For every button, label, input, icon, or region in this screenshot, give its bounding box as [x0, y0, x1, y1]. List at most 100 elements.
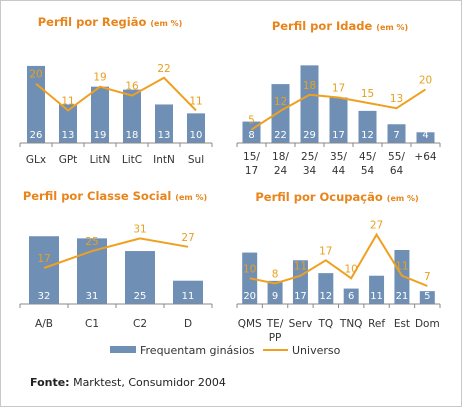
- bar: [125, 251, 155, 304]
- x-tick-label: 25/34: [301, 151, 318, 177]
- bar-label: 17: [332, 130, 345, 141]
- line-label: 10: [345, 263, 358, 275]
- line-label: 18: [303, 80, 316, 92]
- line-label: 16: [125, 81, 139, 93]
- bar: [267, 280, 283, 304]
- legend-label-bar: Frequentam ginásios: [140, 344, 255, 357]
- bar-label: 12: [361, 130, 374, 141]
- bar-label: 21: [396, 291, 409, 302]
- line-label: 15: [361, 88, 374, 100]
- legend: Frequentam ginásios Universo: [110, 344, 341, 357]
- line-label: 20: [419, 74, 432, 86]
- bar-label: 10: [190, 130, 203, 141]
- bar-label: 22: [274, 130, 287, 141]
- line-label: 11: [189, 95, 202, 107]
- line-label: 20: [29, 69, 42, 81]
- chart-title: Perfil por Classe Social (em %): [23, 189, 207, 203]
- line-label: 11: [294, 261, 307, 273]
- line-label: 5: [248, 115, 255, 127]
- x-tick-label: 45/54: [359, 151, 376, 177]
- x-tick-label: Sul: [188, 154, 204, 166]
- line-label: 17: [319, 245, 332, 257]
- chart-panel-2: Perfil por Idade (em %) 8 22 29 17 12 7 4 5 12 18 1…: [236, 19, 441, 177]
- bar: [416, 132, 435, 143]
- bar: [187, 113, 205, 143]
- line-label: 11: [61, 95, 74, 107]
- bar-label: 32: [38, 291, 51, 302]
- chart-panel-4: Perfil por Ocupação (em %) 20 9 17 12 6 11 21 5 1…: [236, 190, 441, 344]
- x-tick-label: C2: [133, 318, 147, 330]
- line-label: 22: [157, 63, 170, 75]
- x-tick-label: D: [184, 318, 192, 330]
- bar: [358, 110, 377, 143]
- line-label: 11: [395, 261, 408, 273]
- bar: [123, 89, 141, 143]
- line-label: 10: [243, 263, 256, 275]
- x-tick-label: Ref: [368, 318, 385, 330]
- line-label: 19: [93, 72, 106, 84]
- bar-label: 19: [94, 130, 107, 141]
- bar: [343, 288, 359, 304]
- bar: [173, 280, 203, 304]
- chart-title: Perfil por Ocupação (em %): [255, 190, 418, 204]
- x-tick-label: 15/17: [243, 151, 260, 177]
- chart-panel-1: Perfil por Região (em %) 26 13 19 18 13 10 20 11…: [19, 15, 213, 166]
- bar-label: 18: [126, 130, 139, 141]
- x-tick-label: TNQ: [339, 318, 363, 330]
- bar: [29, 236, 59, 304]
- x-tick-label: LitN: [90, 154, 111, 166]
- x-tick-label: QMS: [238, 318, 262, 330]
- x-tick-label: 55/64: [388, 151, 405, 177]
- x-tick-label: GPt: [59, 154, 78, 166]
- line-label: 27: [370, 220, 383, 232]
- bar: [369, 275, 385, 304]
- legend-label-line: Universo: [292, 344, 341, 357]
- line-label: 12: [274, 96, 287, 108]
- line-label: 13: [390, 93, 403, 105]
- bar-label: 7: [393, 130, 399, 141]
- bar-label: 29: [303, 130, 316, 141]
- bar-label: 4: [422, 130, 428, 141]
- bar: [318, 273, 334, 304]
- line-series-universo: [250, 88, 427, 131]
- bar-label: 25: [134, 291, 147, 302]
- bar-label: 20: [243, 291, 256, 302]
- bar-label: 13: [62, 130, 75, 141]
- line-label: 7: [424, 271, 431, 283]
- bar: [292, 260, 308, 304]
- bar-label: 31: [86, 291, 99, 302]
- source-label: Fonte:: [30, 376, 70, 389]
- line-label: 17: [332, 82, 345, 94]
- bar: [387, 124, 406, 143]
- x-tick-label: Est: [394, 318, 410, 330]
- chart-title: Perfil por Região (em %): [38, 15, 183, 29]
- x-tick-label: 18/24: [272, 151, 289, 177]
- x-tick-label: 35/44: [330, 151, 347, 177]
- legend-swatch-bar: [110, 346, 136, 353]
- chart-panel-3: Perfil por Classe Social (em %) 32 31 25 11 1…: [19, 189, 213, 330]
- x-tick-label: +64: [414, 151, 436, 163]
- bar: [59, 104, 77, 143]
- x-tick-label: TQ: [317, 318, 333, 330]
- bar-label: 9: [272, 291, 278, 302]
- bar-label: 13: [158, 130, 171, 141]
- x-tick-label: LitC: [122, 154, 142, 166]
- bar-label: 8: [248, 130, 254, 141]
- source-text: Marktest, Consumidor 2004: [73, 376, 226, 389]
- line-label: 25: [85, 236, 98, 248]
- x-tick-label: GLx: [26, 154, 46, 166]
- bar-label: 26: [30, 130, 43, 141]
- x-tick-label: Serv: [289, 318, 313, 330]
- line-series-universo: [35, 76, 197, 112]
- bar: [394, 250, 410, 304]
- bar: [27, 65, 45, 143]
- x-tick-label: Dom: [415, 318, 440, 330]
- x-tick-label: C1: [85, 318, 99, 330]
- chart-title: Perfil por Idade (em %): [272, 19, 408, 33]
- bar-label: 5: [424, 291, 430, 302]
- bar-label: 11: [370, 291, 383, 302]
- line-label: 17: [37, 253, 50, 265]
- x-tick-label: IntN: [153, 154, 175, 166]
- bar: [419, 291, 435, 304]
